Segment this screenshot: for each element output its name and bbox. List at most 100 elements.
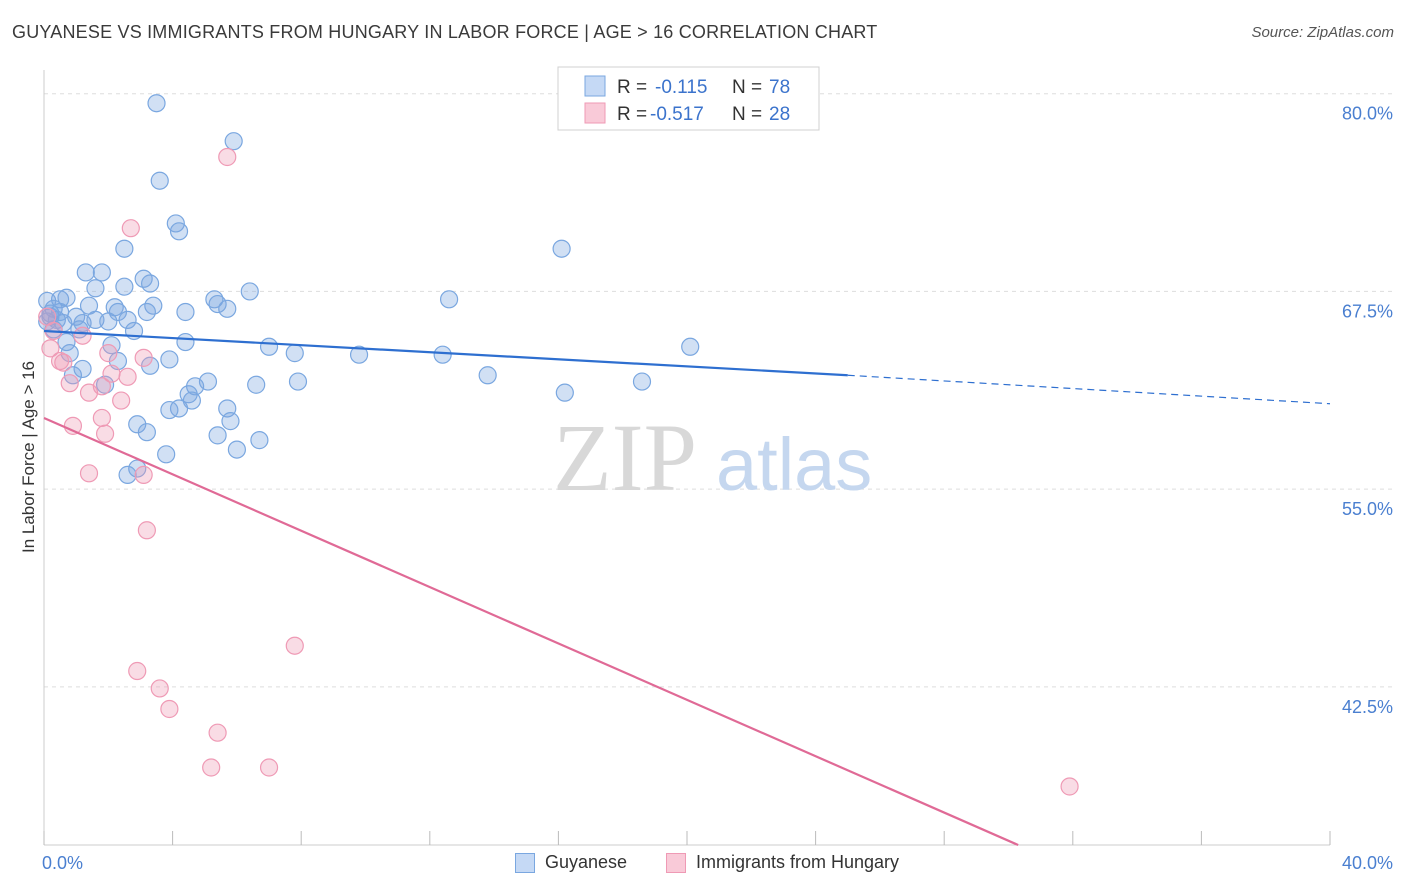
legend-r-value-2: -0.517 xyxy=(650,104,704,125)
point-hungary xyxy=(202,758,221,777)
point-hungary xyxy=(95,424,115,443)
point-hungary xyxy=(1060,777,1079,796)
point-hungary xyxy=(41,339,60,358)
point-guyanese xyxy=(73,359,92,379)
point-guyanese xyxy=(208,426,227,445)
point-guyanese xyxy=(288,372,308,391)
point-hungary xyxy=(137,521,156,540)
point-guyanese xyxy=(176,302,195,322)
bottom-legend: Guyanese Immigrants from Hungary xyxy=(0,852,1406,878)
point-hungary xyxy=(60,374,79,393)
point-hungary xyxy=(73,326,92,345)
legend-r-label-2: R = xyxy=(617,104,647,125)
bottom-legend-label-guyanese: Guyanese xyxy=(545,852,628,872)
legend-n-value-2: 28 xyxy=(769,104,790,125)
point-guyanese xyxy=(478,366,497,385)
point-guyanese xyxy=(439,290,459,309)
point-guyanese xyxy=(140,274,160,293)
y-tick-label: 55.0% xyxy=(1342,499,1393,519)
point-guyanese xyxy=(137,302,156,322)
point-guyanese xyxy=(632,372,652,391)
point-guyanese xyxy=(681,337,700,356)
point-hungary xyxy=(128,661,147,681)
watermark-atlas: atlas xyxy=(716,423,872,506)
x-tick-labels: 0.0% 40.0% xyxy=(42,853,1393,873)
point-hungary xyxy=(160,699,179,719)
point-guyanese xyxy=(224,132,243,151)
series-guyanese-points xyxy=(38,94,700,484)
watermark-zip: ZIP xyxy=(553,404,697,511)
point-hungary xyxy=(218,147,237,167)
chart-title: GUYANESE VS IMMIGRANTS FROM HUNGARY IN L… xyxy=(12,22,878,42)
trend-lines xyxy=(43,329,1331,847)
bottom-legend-swatch-guyanese xyxy=(515,852,535,873)
point-guyanese xyxy=(250,431,269,450)
point-guyanese xyxy=(150,171,169,190)
bottom-legend-hungary: Immigrants from Hungary xyxy=(666,852,899,873)
point-guyanese xyxy=(99,312,118,331)
trend-line-guyanese xyxy=(43,329,848,377)
legend-swatch-hungary xyxy=(584,102,606,124)
point-guyanese xyxy=(221,412,240,431)
legend-r-value-1: -0.115 xyxy=(655,77,707,98)
point-hungary xyxy=(259,758,279,777)
bottom-legend-guyanese: Guyanese xyxy=(515,852,627,873)
point-hungary xyxy=(54,353,73,372)
point-guyanese xyxy=(118,310,137,329)
point-guyanese xyxy=(555,383,574,402)
point-hungary xyxy=(79,464,99,483)
point-guyanese xyxy=(552,239,571,258)
y-axis-label: In Labor Force | Age > 16 xyxy=(19,361,38,553)
point-hungary xyxy=(208,723,227,742)
point-guyanese xyxy=(118,465,137,484)
point-hungary xyxy=(121,219,140,238)
watermark: ZIP atlas xyxy=(553,404,872,511)
point-hungary xyxy=(150,679,169,698)
legend-n-label-2: N = xyxy=(732,104,762,125)
y-tick-labels: 42.5% 55.0% 67.5% 80.0% xyxy=(1342,104,1393,717)
x-tick-label-start: 0.0% xyxy=(42,853,83,873)
legend-box: R = -0.115 N = 78 R = -0.517 N = 28 xyxy=(557,66,820,131)
y-tick-label: 42.5% xyxy=(1342,697,1393,717)
point-guyanese xyxy=(169,222,189,241)
y-tick-label: 67.5% xyxy=(1342,301,1393,321)
series-hungary-points xyxy=(38,147,1079,796)
point-guyanese xyxy=(433,345,452,364)
point-guyanese xyxy=(50,290,70,309)
point-guyanese xyxy=(157,445,176,464)
point-guyanese xyxy=(76,263,95,282)
point-hungary xyxy=(285,636,304,655)
point-guyanese xyxy=(259,337,279,356)
point-guyanese xyxy=(285,344,304,363)
trend-line-guyanese-projection xyxy=(847,374,1331,405)
point-guyanese xyxy=(86,279,105,298)
point-guyanese xyxy=(176,332,195,352)
point-hungary xyxy=(99,344,118,363)
point-guyanese xyxy=(137,423,156,442)
bottom-legend-swatch-hungary xyxy=(666,852,686,873)
legend-swatch-guyanese xyxy=(584,75,606,97)
point-guyanese xyxy=(57,332,76,352)
trend-line-hungary xyxy=(43,416,1019,847)
point-guyanese xyxy=(160,400,179,420)
point-guyanese xyxy=(115,239,134,258)
point-hungary xyxy=(134,465,153,484)
x-axis-ticks xyxy=(43,831,1331,845)
y-tick-label: 80.0% xyxy=(1342,104,1393,124)
source-label: Source: ZipAtlas.com xyxy=(1251,24,1394,41)
point-hungary xyxy=(112,391,131,410)
point-guyanese xyxy=(247,375,266,394)
bottom-legend-label-hungary: Immigrants from Hungary xyxy=(696,852,900,872)
point-guyanese xyxy=(115,277,134,296)
point-guyanese xyxy=(240,282,259,301)
legend-n-value-1: 78 xyxy=(769,77,790,98)
point-hungary xyxy=(134,348,153,367)
legend-n-label-1: N = xyxy=(732,77,762,98)
point-guyanese xyxy=(147,94,166,113)
point-guyanese xyxy=(218,299,237,318)
point-hungary xyxy=(92,408,111,428)
point-guyanese xyxy=(208,294,227,314)
point-hungary xyxy=(118,367,137,386)
legend-r-label-1: R = xyxy=(617,77,647,98)
